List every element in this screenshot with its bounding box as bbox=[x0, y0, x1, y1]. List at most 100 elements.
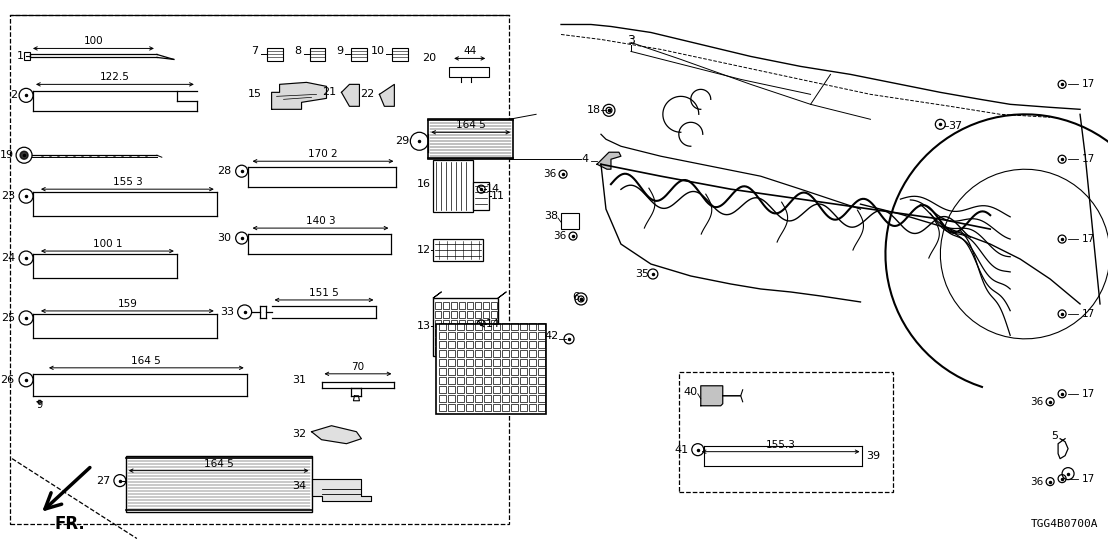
Bar bbox=[458, 332, 464, 339]
Bar bbox=[530, 341, 536, 348]
Bar bbox=[484, 332, 491, 339]
Text: 40: 40 bbox=[684, 387, 698, 397]
Bar bbox=[309, 48, 326, 61]
Bar bbox=[451, 320, 458, 327]
Bar bbox=[466, 341, 473, 348]
Bar bbox=[473, 182, 490, 210]
Bar bbox=[451, 338, 458, 345]
Text: 42: 42 bbox=[545, 331, 560, 341]
Bar bbox=[466, 323, 473, 330]
Text: 31: 31 bbox=[293, 375, 307, 385]
Bar bbox=[459, 320, 465, 327]
Bar bbox=[493, 386, 500, 393]
Bar bbox=[530, 368, 536, 375]
Bar bbox=[439, 332, 447, 339]
Bar bbox=[468, 320, 473, 327]
Bar bbox=[511, 359, 519, 366]
Text: 38: 38 bbox=[544, 211, 558, 221]
Bar bbox=[449, 377, 455, 384]
Polygon shape bbox=[433, 292, 441, 298]
Bar bbox=[484, 359, 491, 366]
Bar bbox=[511, 377, 519, 384]
Bar bbox=[502, 368, 510, 375]
Text: 16: 16 bbox=[418, 179, 431, 189]
Text: 17: 17 bbox=[1083, 79, 1096, 89]
Text: 20: 20 bbox=[422, 53, 437, 63]
Text: 15: 15 bbox=[247, 89, 261, 99]
Text: 35: 35 bbox=[635, 269, 649, 279]
Text: 36: 36 bbox=[543, 169, 556, 179]
Text: 159: 159 bbox=[117, 299, 137, 309]
Bar bbox=[458, 386, 464, 393]
Text: 39: 39 bbox=[866, 450, 881, 461]
Bar bbox=[530, 323, 536, 330]
Text: 19: 19 bbox=[0, 150, 14, 160]
Bar bbox=[493, 341, 500, 348]
Bar bbox=[484, 368, 491, 375]
Bar bbox=[459, 338, 465, 345]
Polygon shape bbox=[499, 292, 506, 298]
Bar bbox=[443, 347, 449, 354]
Bar bbox=[449, 404, 455, 411]
Bar bbox=[483, 338, 490, 345]
Text: 7: 7 bbox=[252, 47, 258, 57]
Bar bbox=[449, 341, 455, 348]
Text: 3: 3 bbox=[627, 34, 635, 47]
Bar bbox=[392, 48, 409, 61]
Bar bbox=[475, 311, 481, 318]
Bar bbox=[439, 341, 447, 348]
Bar bbox=[429, 119, 513, 159]
Bar bbox=[439, 359, 447, 366]
Bar bbox=[493, 332, 500, 339]
Bar bbox=[435, 329, 441, 336]
Text: 5: 5 bbox=[1051, 430, 1058, 440]
Bar bbox=[451, 302, 458, 309]
Bar bbox=[538, 404, 545, 411]
Bar bbox=[511, 341, 519, 348]
Text: 140 3: 140 3 bbox=[306, 216, 336, 226]
Bar bbox=[443, 338, 449, 345]
Bar bbox=[468, 329, 473, 336]
Bar bbox=[458, 404, 464, 411]
Bar bbox=[493, 350, 500, 357]
Text: 6: 6 bbox=[572, 292, 579, 302]
Bar bbox=[443, 320, 449, 327]
Text: 164 5: 164 5 bbox=[132, 356, 162, 366]
Bar bbox=[458, 323, 464, 330]
Bar bbox=[520, 341, 527, 348]
Text: 17: 17 bbox=[1083, 309, 1096, 319]
Text: 12: 12 bbox=[418, 245, 431, 255]
Bar bbox=[466, 386, 473, 393]
Bar bbox=[520, 323, 527, 330]
Bar bbox=[538, 386, 545, 393]
Bar bbox=[491, 329, 497, 336]
Polygon shape bbox=[597, 152, 620, 169]
Bar bbox=[538, 359, 545, 366]
Text: 25: 25 bbox=[1, 313, 16, 323]
Bar bbox=[458, 377, 464, 384]
Circle shape bbox=[20, 151, 28, 159]
Bar bbox=[439, 350, 447, 357]
Bar bbox=[483, 320, 490, 327]
Bar bbox=[475, 302, 481, 309]
Text: 36: 36 bbox=[1029, 476, 1043, 486]
Text: 100: 100 bbox=[83, 37, 103, 47]
Bar bbox=[466, 359, 473, 366]
Bar bbox=[351, 48, 368, 61]
Text: 21: 21 bbox=[322, 88, 337, 98]
Bar bbox=[561, 213, 579, 229]
Text: 17: 17 bbox=[1083, 474, 1096, 484]
Bar bbox=[493, 404, 500, 411]
Bar bbox=[24, 53, 30, 60]
Bar bbox=[475, 395, 482, 402]
Bar bbox=[475, 320, 481, 327]
Polygon shape bbox=[341, 84, 359, 106]
Text: 8: 8 bbox=[295, 47, 301, 57]
Bar bbox=[451, 347, 458, 354]
Bar bbox=[511, 350, 519, 357]
Bar bbox=[458, 341, 464, 348]
Text: 28: 28 bbox=[217, 166, 232, 176]
Bar bbox=[484, 323, 491, 330]
Bar bbox=[475, 386, 482, 393]
Bar bbox=[466, 377, 473, 384]
